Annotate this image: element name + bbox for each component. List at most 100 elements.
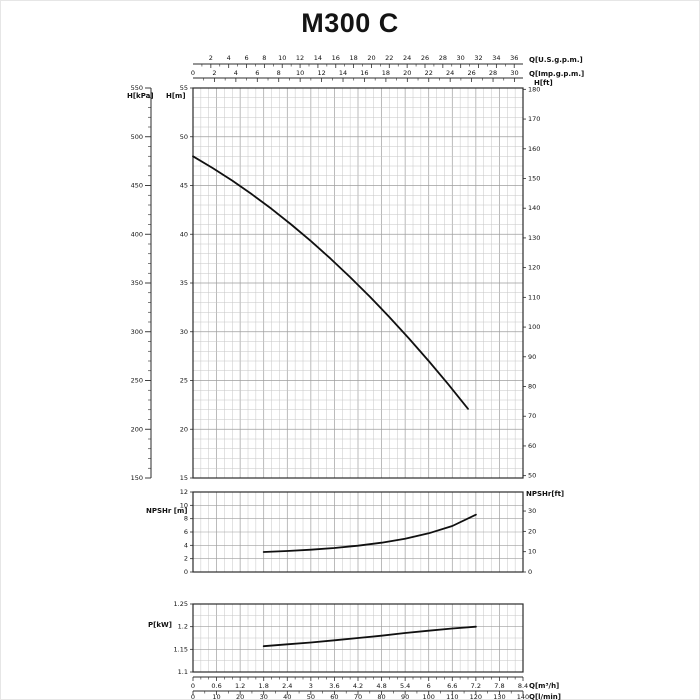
- tick-label: 14: [339, 69, 347, 77]
- tick-label: 40: [180, 230, 188, 238]
- head-curve: [192, 155, 469, 410]
- tick-label: 7.8: [494, 682, 504, 690]
- tick-label: 140: [528, 204, 540, 212]
- tick-label: 50: [528, 472, 536, 480]
- tick-label: 2: [212, 69, 216, 77]
- tick-label: 1.8: [259, 682, 269, 690]
- h-ft-axis-label: H[ft]: [534, 79, 553, 87]
- tick-label: 0: [184, 568, 188, 576]
- tick-label: 50: [307, 693, 315, 700]
- tick-label: 130: [528, 234, 540, 242]
- tick-label: 5.4: [400, 682, 410, 690]
- tick-label: 110: [528, 293, 540, 301]
- tick-label: 45: [180, 182, 188, 190]
- tick-label: 20: [180, 425, 188, 433]
- tick-label: 70: [354, 693, 362, 700]
- tick-label: 10: [212, 693, 220, 700]
- tick-label: 12: [317, 69, 325, 77]
- tick-label: 28: [489, 69, 497, 77]
- tick-label: 6: [255, 69, 259, 77]
- tick-label: 80: [377, 693, 385, 700]
- tick-label: 15: [180, 474, 188, 482]
- power-curve: [262, 625, 477, 648]
- tick-label: 8: [184, 515, 188, 523]
- tick-label: 30: [180, 328, 188, 336]
- tick-label: 25: [180, 377, 188, 385]
- tick-label: 20: [528, 527, 536, 535]
- tick-label: 0.6: [211, 682, 221, 690]
- tick-label: 18: [349, 54, 357, 62]
- tick-label: 130: [493, 693, 505, 700]
- tick-label: 350: [131, 279, 143, 287]
- tick-label: 90: [528, 353, 536, 361]
- tick-label: 8.4: [518, 682, 528, 690]
- tick-label: 7.2: [471, 682, 481, 690]
- tick-label: 4: [184, 541, 188, 549]
- tick-label: 26: [421, 54, 429, 62]
- tick-label: 55: [180, 84, 188, 92]
- tick-label: 30: [457, 54, 465, 62]
- tick-label: 4: [227, 54, 231, 62]
- tick-label: 0: [191, 69, 195, 77]
- tick-label: 2: [209, 54, 213, 62]
- tick-label: 170: [528, 115, 540, 123]
- tick-label: 20: [236, 693, 244, 700]
- tick-label: 4.8: [376, 682, 386, 690]
- tick-label: 26: [467, 69, 475, 77]
- tick-label: 30: [510, 69, 518, 77]
- tick-label: 120: [470, 693, 482, 700]
- tick-label: 24: [446, 69, 454, 77]
- tick-label: 22: [425, 69, 433, 77]
- tick-label: 6: [184, 528, 188, 536]
- h-kpa-axis-label: H[kPa]: [127, 92, 154, 100]
- tick-label: 12: [296, 54, 304, 62]
- q-lmin-axis-label: Q[l/min]: [529, 693, 561, 700]
- tick-label: 1.15: [174, 645, 188, 653]
- chart-title: M300 C: [301, 8, 399, 38]
- tick-label: 60: [330, 693, 338, 700]
- tick-label: 100: [423, 693, 435, 700]
- tick-label: 120: [528, 264, 540, 272]
- tick-label: 4.2: [353, 682, 363, 690]
- tick-label: 160: [528, 145, 540, 153]
- tick-label: 6: [244, 54, 248, 62]
- tick-label: 450: [131, 182, 143, 190]
- tick-label: 300: [131, 328, 143, 336]
- tick-label: 6.6: [447, 682, 457, 690]
- tick-label: 10: [296, 69, 304, 77]
- tick-label: 2.4: [282, 682, 292, 690]
- tick-label: 50: [180, 133, 188, 141]
- tick-label: 500: [131, 133, 143, 141]
- tick-label: 70: [528, 412, 536, 420]
- tick-label: 12: [180, 488, 188, 496]
- tick-label: 0: [191, 693, 195, 700]
- tick-label: 16: [360, 69, 368, 77]
- tick-label: 150: [528, 174, 540, 182]
- npshr-ft-axis-label: NPSHr[ft]: [526, 490, 564, 498]
- p-kw-axis-label: P[kW]: [148, 621, 172, 629]
- tick-label: 140: [517, 693, 529, 700]
- tick-label: 2: [184, 555, 188, 563]
- tick-label: 400: [131, 230, 143, 238]
- tick-label: 250: [131, 377, 143, 385]
- tick-label: 24: [403, 54, 411, 62]
- tick-label: 4: [234, 69, 238, 77]
- tick-label: 6: [427, 682, 431, 690]
- q-m3h-axis-label: Q[m³/h]: [529, 682, 559, 690]
- npsh-curve: [262, 513, 477, 553]
- tick-label: 0: [191, 682, 195, 690]
- tick-label: 34: [492, 54, 500, 62]
- tick-label: 32: [474, 54, 482, 62]
- power-plot-frame: [192, 603, 524, 673]
- tick-label: 22: [385, 54, 393, 62]
- q-impgpm-axis-label: Q[Imp.g.p.m.]: [529, 70, 584, 78]
- tick-label: 200: [131, 425, 143, 433]
- tick-label: 16: [332, 54, 340, 62]
- tick-label: 30: [528, 507, 536, 515]
- tick-label: 35: [180, 279, 188, 287]
- tick-label: 550: [131, 84, 143, 92]
- tick-label: 3.6: [329, 682, 339, 690]
- tick-label: 1.1: [178, 668, 188, 676]
